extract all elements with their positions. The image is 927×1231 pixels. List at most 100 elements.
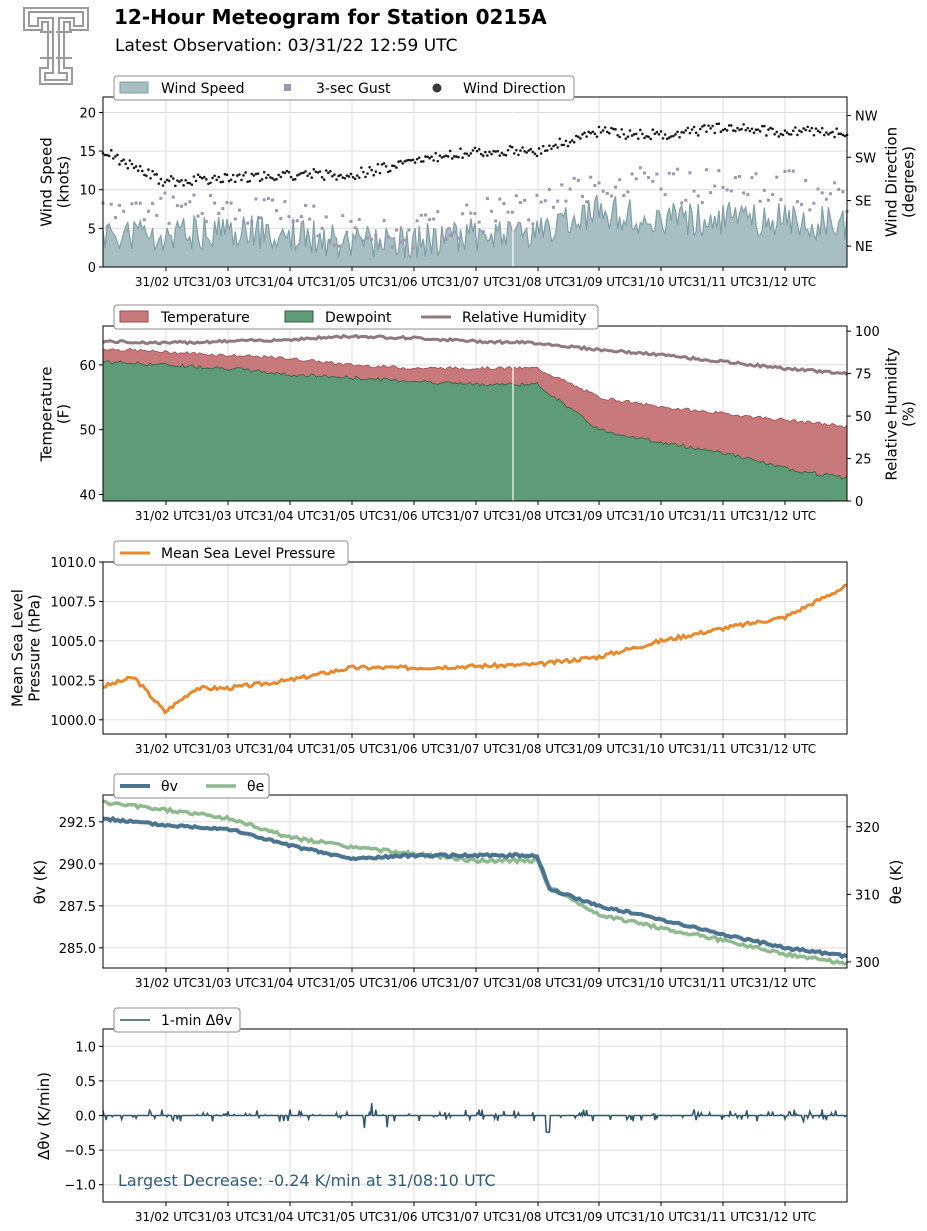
gust-point [155,213,159,217]
gust-point [386,235,390,239]
wind-direction-point [645,134,648,138]
y-tick-label: 50 [79,424,96,439]
wind-direction-point [262,170,266,174]
wind-direction-point [107,154,111,158]
wind-direction-point [486,154,489,157]
x-tick-label: 31/09 UTC [568,275,630,289]
wind-direction-point [525,151,528,154]
gust-point [618,178,622,182]
wind-direction-point [202,175,206,179]
wind-direction-point [798,129,801,133]
wind-direction-point [207,182,210,186]
wind-direction-point [465,152,469,155]
gust-point [795,200,799,204]
gust-point [564,199,568,203]
gust-point [461,212,465,216]
gust-point [432,217,436,221]
wind-direction-point [742,123,745,126]
gust-point [217,212,221,216]
gust-point [572,176,576,180]
wind-direction-point [595,135,599,138]
gust-point [642,171,646,175]
y-tick-label: 1010.0 [51,556,97,571]
wind-direction-point [504,153,508,157]
wind-direction-point [114,155,117,158]
gust-point [547,188,551,192]
wind-direction-point [814,127,818,130]
wind-direction-point [436,159,440,163]
wind-direction-point [347,175,351,178]
y-tick-label: 1007.5 [51,595,97,610]
wind-direction-point [810,126,814,130]
gust-point [357,217,361,221]
wind-direction-point [355,174,359,177]
x-tick-label: 31/10 UTC [630,976,692,990]
temperature-axis-label-line: Temperature [38,366,56,462]
wind-direction-point [343,176,347,180]
wind-direction-point [676,130,679,134]
wind-direction-point [178,180,181,183]
wind-direction-point [537,147,541,150]
gust-point [684,198,688,202]
wind-direction-point [560,143,564,147]
wind-direction-point [779,132,783,136]
wind-direction-point [657,132,661,136]
gust-point [791,169,795,173]
wind-direction-point [570,139,574,142]
gust-point [647,176,651,180]
wind-direction-point [151,169,154,173]
wind-direction-point [341,176,345,179]
wind-direction-point [692,125,696,129]
x-tick-label: 31/07 UTC [445,742,507,756]
wind-direction-point [116,153,119,157]
wind-direction-point [430,155,433,158]
wind-direction-point [395,166,398,169]
wind-direction-point [765,134,768,137]
gust-point [758,199,762,203]
wind-direction-point [455,155,458,158]
wind-direction-point [777,135,781,138]
gust-point [605,191,609,195]
gust-point [146,209,150,213]
wind-direction-point [370,168,373,172]
wind-direction-point [413,161,417,164]
legend-box [113,773,270,799]
dewpoint-area [102,359,848,502]
gust-point [771,193,775,197]
wind-direction-point [174,184,177,188]
wind-direction-point [446,155,450,158]
wind-direction-point [659,130,663,133]
theta-e-axis-label-line: θe (K) [887,860,905,905]
wind-direction-axis-label-line: Wind Direction [883,127,901,237]
wind-direction-point [651,128,655,132]
wind-direction-point [372,173,376,177]
gust-point [349,219,353,223]
gust-point [651,179,655,183]
x-tick-label: 31/02 UTC [135,509,197,523]
wind-direction-point [231,173,235,177]
wind-direction-point [579,137,582,140]
gust-point [696,194,700,198]
wind-direction-point [438,154,442,157]
x-tick-label: 31/12 UTC [754,976,816,990]
wind-direction-point [205,178,208,181]
wind-direction-point [804,128,807,132]
wind-direction-point [781,133,785,137]
wind-direction-point [219,180,223,184]
wind-direction-point [217,175,221,179]
legend-label: 1-min Δθv [161,1013,232,1029]
x-tick-label: 31/04 UTC [259,275,321,289]
wind-direction-point [196,173,200,177]
wind-direction-point [136,169,140,173]
x-tick-label: 31/07 UTC [445,275,507,289]
wind-direction-point [488,150,491,154]
gust-point [713,184,717,188]
gust-point [167,221,171,225]
legend-swatch [284,310,314,323]
x-tick-label: 31/08 UTC [507,1210,569,1224]
gust-point [597,181,601,185]
gust-point [229,201,233,205]
gust-point [130,202,134,206]
wind-direction-point [335,178,338,181]
